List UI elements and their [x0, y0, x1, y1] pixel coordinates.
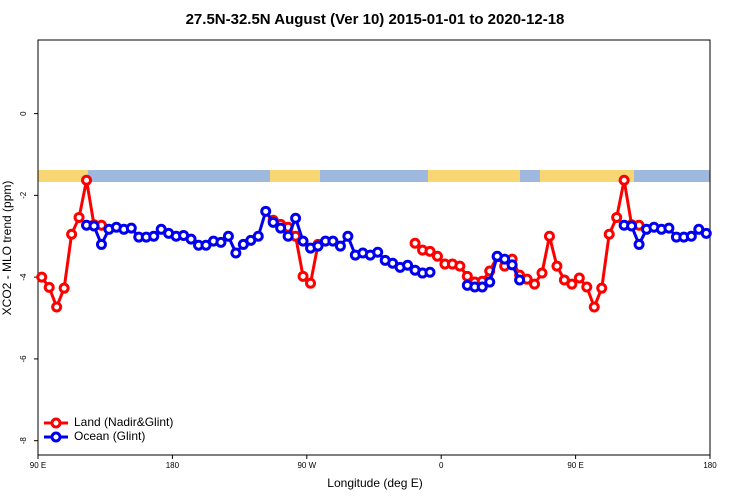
x-tick-label: 180	[166, 461, 180, 470]
land-strip	[428, 170, 520, 182]
data-point	[260, 205, 272, 217]
data-point	[618, 174, 630, 186]
x-tick-label: 180	[703, 461, 717, 470]
x-tick-label: 90 E	[567, 461, 583, 470]
y-tick-label: 0	[19, 111, 28, 116]
y-tick-label: -6	[19, 355, 28, 363]
land-strip	[38, 170, 88, 182]
data-point	[252, 230, 264, 242]
data-point	[43, 281, 55, 293]
x-tick-label: 90 E	[30, 461, 46, 470]
x-tick-label: 90 W	[297, 461, 316, 470]
data-point	[372, 246, 384, 258]
data-point	[297, 235, 309, 247]
data-point	[573, 272, 585, 284]
plot-frame	[37, 39, 711, 456]
data-point	[402, 259, 414, 271]
data-point	[543, 230, 555, 242]
data-point	[297, 270, 309, 282]
data-point	[51, 301, 63, 313]
legend-marker	[50, 417, 62, 429]
data-point	[81, 174, 93, 186]
x-tick-label: 0	[439, 461, 444, 470]
data-point	[476, 281, 488, 293]
data-point	[282, 230, 294, 242]
map-strip	[38, 170, 710, 182]
data-point	[551, 260, 563, 272]
data-point	[342, 230, 354, 242]
data-point	[536, 267, 548, 279]
data-point	[566, 278, 578, 290]
data-point	[581, 281, 593, 293]
data-point	[454, 260, 466, 272]
data-point	[73, 211, 85, 223]
data-point	[424, 266, 436, 278]
legend-label: Land (Nadir&Glint)	[74, 415, 173, 429]
data-point	[611, 211, 623, 223]
data-point	[484, 276, 496, 288]
data-point	[58, 282, 70, 294]
legend-marker	[50, 431, 62, 443]
data-point	[588, 301, 600, 313]
legend-label: Ocean (Glint)	[74, 429, 145, 443]
data-point	[230, 247, 242, 259]
data-point	[596, 282, 608, 294]
y-tick-label: -4	[19, 273, 28, 281]
data-point	[125, 222, 137, 234]
data-point	[88, 220, 100, 232]
data-point	[275, 222, 287, 234]
y-axis-label: XCO2 - MLO trend (ppm)	[0, 181, 14, 316]
data-point	[529, 278, 541, 290]
data-point	[215, 236, 227, 248]
data-point	[305, 277, 317, 289]
data-point	[148, 230, 160, 242]
y-tick-label: -2	[19, 191, 28, 199]
data-point	[95, 238, 107, 250]
data-point	[633, 238, 645, 250]
land-strip	[270, 170, 320, 182]
data-point	[700, 227, 712, 239]
data-point	[36, 271, 48, 283]
data-point	[185, 233, 197, 245]
data-point	[514, 274, 526, 286]
data-point	[424, 245, 436, 257]
data-point	[603, 228, 615, 240]
data-point	[222, 230, 234, 242]
data-point	[506, 259, 518, 271]
x-axis-label: Longitude (deg E)	[327, 476, 422, 490]
data-point	[431, 250, 443, 262]
data-point	[499, 253, 511, 265]
data-point	[409, 237, 421, 249]
data-point	[685, 230, 697, 242]
data-point	[334, 240, 346, 252]
y-tick-label: -8	[19, 437, 28, 445]
data-point	[267, 216, 279, 228]
data-point	[312, 240, 324, 252]
data-point	[461, 270, 473, 282]
chart-title: 27.5N-32.5N August (Ver 10) 2015-01-01 t…	[186, 11, 565, 28]
data-point	[327, 235, 339, 247]
data-point	[663, 222, 675, 234]
data-point	[290, 212, 302, 224]
data-point	[66, 228, 78, 240]
data-point	[626, 220, 638, 232]
